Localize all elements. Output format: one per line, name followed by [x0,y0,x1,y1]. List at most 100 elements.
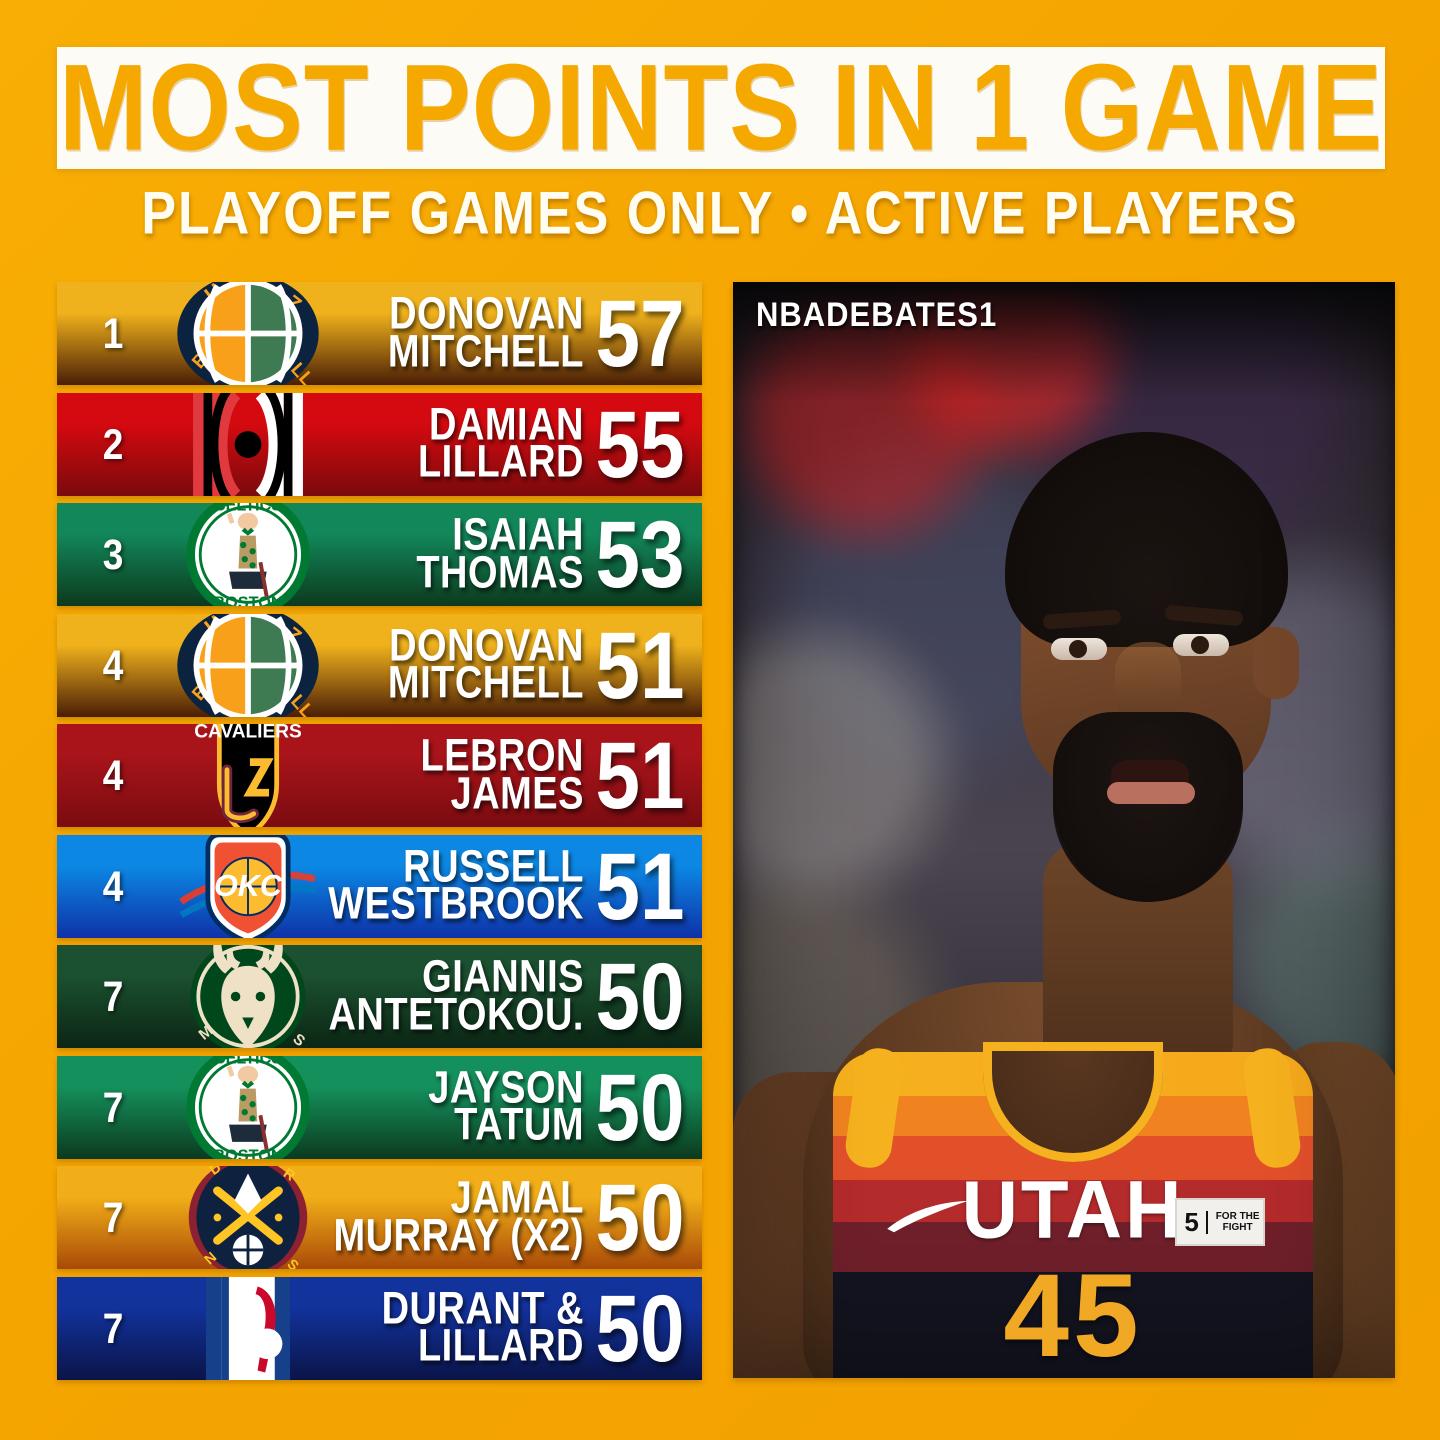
rank-number: 2 [102,419,124,467]
svg-text:BOSTON: BOSTON [213,1147,282,1159]
player-name-line-2: MITCHELL [387,326,584,377]
player-beard [1053,712,1243,902]
player-name-line-1: DURANT & [381,1283,584,1334]
team-logo-den-icon: D R N S [153,1166,343,1269]
player-photo: 5 FOR THE FIGHT UTAH 45 NBADEBATES1 [733,282,1395,1378]
player-lower-lip [1107,782,1195,804]
svg-text:OKC: OKC [214,869,283,903]
row-background [57,834,702,938]
row-background [57,1166,702,1269]
svg-text:CELTICS: CELTICS [214,1056,282,1068]
nike-swoosh-icon [887,1200,968,1233]
row-background [57,1055,702,1159]
player-name-line-2: ANTETOKOU. [328,989,584,1040]
team-logo-bos-icon: BOSTON CELTICS [153,503,343,606]
rank-number: 4 [102,640,124,688]
player-ear [1253,627,1299,699]
row-background [57,724,702,827]
points-value: 50 [595,1276,685,1380]
player-name-line-1: LEBRON [420,730,584,782]
team-logo-uta-icon: U Z BA LL [153,282,343,385]
points-value: 55 [595,392,685,496]
ranking-row[interactable]: 7 DURANT & LILLARD 50 [57,1276,702,1380]
points-value: 57 [595,282,685,385]
player-name-line-1: DONOVAN [389,288,584,340]
player-name: GIANNIS ANTETOKOU. [328,945,584,1048]
team-logo-mil-icon: M S [153,945,343,1048]
rank-number: 4 [102,861,124,909]
player-hair [1005,432,1288,647]
player-name-line-2: LILLARD [417,1320,584,1372]
ranking-row[interactable]: 3 BOSTON CELTICS ISAIAH THOMAS 53 [57,503,702,606]
player-jersey: 5 FOR THE FIGHT UTAH 45 [833,1042,1313,1378]
jersey-team-name: UTAH [961,1162,1185,1256]
points-value: 51 [595,834,685,938]
player-name-line-2: JAMES [450,768,584,819]
rank-number: 4 [102,751,124,799]
player-name-line-1: RUSSELL [403,841,584,892]
rank-number: 1 [102,309,124,357]
page-subtitle: PLAYOFF GAMES ONLY • ACTIVE PLAYERS [141,180,1299,248]
row-background [57,282,702,385]
points-value: 51 [595,724,685,827]
points-value: 50 [595,1055,685,1159]
player-name: JAMAL MURRAY (X2) [334,1166,584,1269]
points-value: 51 [595,613,685,717]
svg-text:CAVALIERS: CAVALIERS [194,724,302,742]
player-eye-left [1051,638,1107,660]
player-name-line-2: MURRAY (X2) [333,1210,584,1261]
ranking-row[interactable]: 7 D R N S JAMAL MURRAY (X2) 50 [57,1166,702,1269]
rank-number: 7 [102,1082,124,1130]
photo-top-shade [733,282,1395,402]
player-eye-right [1173,634,1229,656]
patch-number: 5 [1184,1206,1199,1237]
row-background [57,945,702,1048]
player-name-line-1: GIANNIS [422,951,584,1003]
player-name: JAYSON TATUM [428,1056,584,1159]
rank-number: 3 [102,530,124,578]
player-name-line-1: JAYSON [428,1062,584,1113]
rank-number: 7 [102,972,124,1020]
player-name-line-2: MITCHELL [387,657,584,709]
page-title: MOST POINTS IN 1 GAME [59,39,1383,177]
svg-text:S: S [289,1030,308,1048]
player-name-line-2: WESTBROOK [328,878,584,930]
patch-line-1: FOR THE [1215,1210,1260,1222]
watermark-text: NBADEBATES1 [756,294,998,335]
ranking-row[interactable]: 4 OKC RUSSELL WESTBROOK 51 [57,834,702,938]
svg-text:BOSTON: BOSTON [213,594,282,606]
ranking-row[interactable]: 7 M S GIANNIS ANTETOKOU. 50 [57,945,702,1048]
title-banner: MOST POINTS IN 1 GAME [57,47,1385,169]
team-logo-cle-icon: CAVALIERS [153,724,343,827]
player-name: LEBRON JAMES [421,724,584,827]
rank-number: 7 [102,1303,124,1351]
player-name: DONOVAN MITCHELL [388,614,584,717]
player-name-line-1: DONOVAN [389,620,584,671]
player-name-line-1: DAMIAN [429,399,584,450]
row-background [57,613,702,717]
player-name: DURANT & LILLARD [382,1277,584,1380]
for-the-fight-patch: 5 FOR THE FIGHT [1175,1198,1265,1246]
jersey-number: 45 [1003,1250,1143,1378]
team-logo-por-icon [153,392,343,496]
patch-line-2: FIGHT [1222,1222,1253,1233]
row-background [57,392,702,496]
player-name-line-2: LILLARD [417,436,584,488]
player-name-line-1: ISAIAH [452,509,584,561]
player-name: DONOVAN MITCHELL [388,282,584,385]
player-name-line-1: JAMAL [450,1172,584,1224]
ranking-row[interactable]: 2 DAMIAN LILLARD 55 [57,392,702,496]
team-logo-uta-icon: U Z BA LL [153,613,343,717]
svg-text:CELTICS: CELTICS [214,503,282,515]
ranking-row[interactable]: 7 BOSTON CELTICS JAYSON TATUM 50 [57,1055,702,1159]
ranking-row[interactable]: 4 CAVALIERS LEBRON JAMES 51 [57,724,702,827]
row-background [57,503,702,606]
points-value: 53 [595,503,685,606]
player-name: RUSSELL WESTBROOK [328,835,584,938]
team-logo-bos-icon: BOSTON CELTICS [153,1055,343,1159]
player-name-line-2: TATUM [454,1099,584,1151]
row-background [57,1276,702,1380]
